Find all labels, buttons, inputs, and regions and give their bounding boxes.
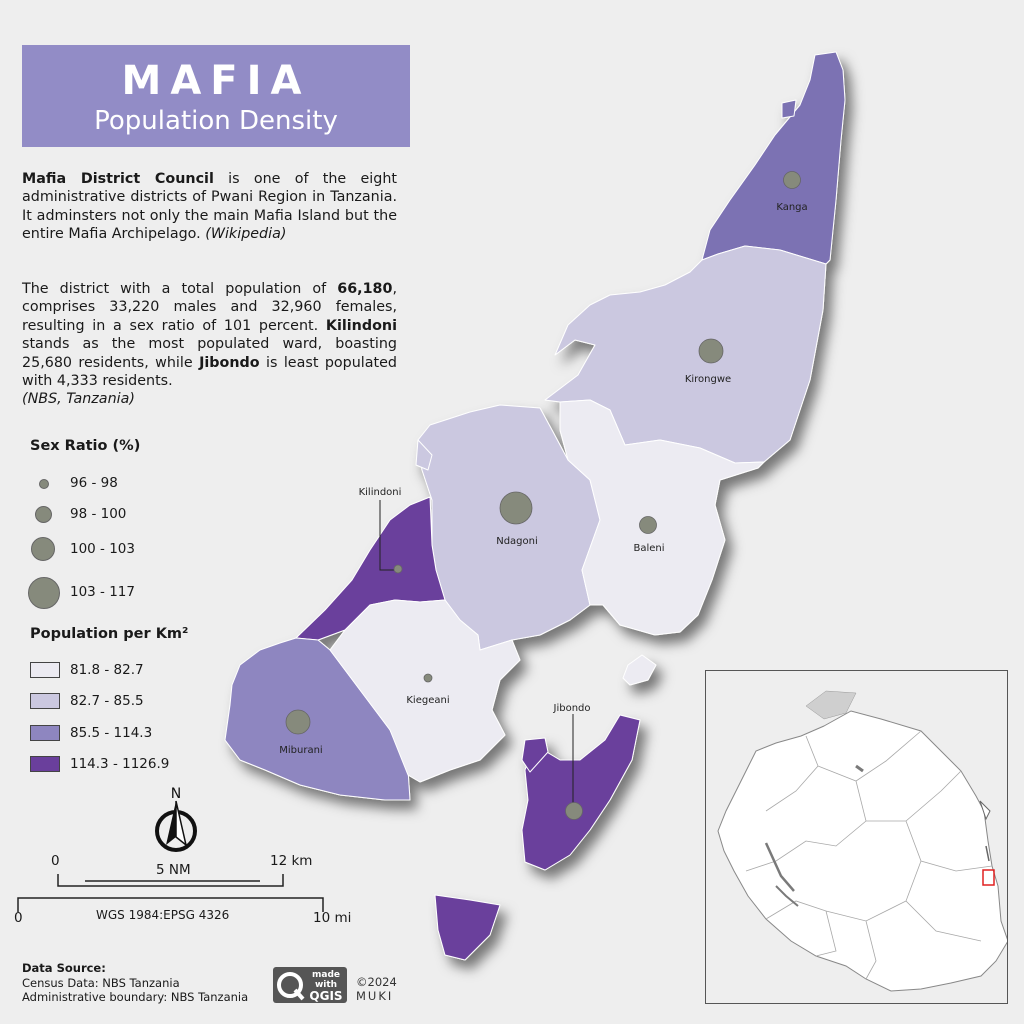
ward-baleni xyxy=(559,399,765,636)
pop-text-b: , comprises 33,220 males and 32,960 fema… xyxy=(22,281,397,334)
census-source: Census Data: NBS Tanzania xyxy=(22,975,180,990)
sex-ratio-symbol-3 xyxy=(31,537,55,561)
ward-label-kilindoni: Kilindoni xyxy=(359,487,402,498)
credit-author: MUKI xyxy=(356,989,394,1003)
sex-ratio-label-3: 100 - 103 xyxy=(70,541,135,557)
ward-label-kanga: Kanga xyxy=(776,202,807,213)
ward-label-kirongwe: Kirongwe xyxy=(685,374,731,385)
sex-ratio-legend-title: Sex Ratio (%) xyxy=(30,438,141,454)
map-title: MAFIA xyxy=(121,58,311,104)
tanzania-inset-map xyxy=(717,690,1009,992)
sex-ratio-label-2: 98 - 100 xyxy=(70,506,127,522)
ward-label-baleni: Baleni xyxy=(633,543,664,554)
scale-nm-label: 5 NM xyxy=(156,862,191,878)
scale-km-end: 12 km xyxy=(270,853,313,869)
density-swatch-4 xyxy=(30,756,60,772)
ward-jibondo xyxy=(521,714,641,871)
credit-block: ©2024 MUKI xyxy=(356,975,397,1003)
density-swatch-1 xyxy=(30,662,60,678)
intro-source: (Wikipedia) xyxy=(205,226,287,243)
sex-ratio-symbol-1 xyxy=(39,479,49,489)
sex-ratio-dot-baleni xyxy=(639,516,657,534)
intro-paragraph: Mafia District Council is one of the eig… xyxy=(22,170,397,244)
ward-label-miburani: Miburani xyxy=(279,745,322,756)
sex-ratio-dot-miburani xyxy=(285,709,311,735)
ward-kanga xyxy=(701,51,846,265)
population-paragraph: The district with a total population of … xyxy=(22,280,397,409)
title-banner: MAFIA Population Density xyxy=(22,45,410,147)
density-swatch-2 xyxy=(30,693,60,709)
ward-kiegeani xyxy=(329,599,521,783)
island-jibondo-north xyxy=(521,737,549,773)
sex-ratio-dot-ndagoni xyxy=(499,491,533,525)
pop-kilindoni: Kilindoni xyxy=(325,317,397,334)
density-label-1: 81.8 - 82.7 xyxy=(70,662,144,678)
sex-ratio-dot-kiegeani xyxy=(423,673,433,683)
pop-text-a: The district with a total population of xyxy=(22,281,338,297)
density-legend-title: Population per Km² xyxy=(30,626,189,642)
sex-ratio-dot-jibondo xyxy=(565,802,583,820)
density-label-2: 82.7 - 85.5 xyxy=(70,693,144,709)
sex-ratio-label-4: 103 - 117 xyxy=(70,584,135,600)
pop-text-d: is least populated with 4,333 residents. xyxy=(22,354,398,390)
made-with-qgis-badge: made with QGIS xyxy=(273,967,347,1003)
ward-label-kiegeani: Kiegeani xyxy=(406,695,449,706)
pop-text-c: stands as the most populated ward, boast… xyxy=(22,336,397,371)
intro-bold: Mafia District Council xyxy=(22,171,214,187)
ward-labels: Kanga Kirongwe Kilindoni Ndagoni Baleni Kiege… xyxy=(279,202,807,756)
scale-bar xyxy=(17,874,324,912)
islet-east xyxy=(622,654,657,686)
ward-label-ndagoni: Ndagoni xyxy=(496,536,538,547)
scale-mi-start: 0 xyxy=(14,910,23,926)
tanzania-outline xyxy=(717,710,1009,992)
crs-label: WGS 1984:EPSG 4326 xyxy=(96,908,230,922)
boundary-source: Administrative boundary: NBS Tanzania xyxy=(22,990,249,1004)
sex-ratio-dot-kilindoni xyxy=(393,564,403,574)
data-source-block: Data Source: Census Data: NBS Tanzania A… xyxy=(22,961,248,1005)
ward-ndagoni xyxy=(417,404,601,651)
density-label-4: 114.3 - 1126.9 xyxy=(70,756,170,772)
north-label: N xyxy=(171,786,181,802)
pop-source: (NBS, Tanzania) xyxy=(22,391,135,408)
island-south xyxy=(434,894,501,961)
inset-map-frame xyxy=(705,670,1009,1004)
density-label-3: 85.5 - 114.3 xyxy=(70,725,153,741)
pop-total: 66,180 xyxy=(337,281,393,297)
data-source-title: Data Source: xyxy=(22,961,106,975)
ward-label-jibondo: Jibondo xyxy=(553,703,591,714)
scale-km-start: 0 xyxy=(51,853,60,869)
pop-jibondo: Jibondo xyxy=(199,354,260,371)
inset-highlight-box xyxy=(982,869,995,886)
sex-ratio-symbol-2 xyxy=(35,506,52,523)
islet-north xyxy=(781,99,797,119)
sex-ratio-symbol-4 xyxy=(28,577,60,609)
scale-mi-end: 10 mi xyxy=(313,910,352,926)
sex-ratio-dots xyxy=(285,171,801,820)
islet-west xyxy=(415,439,433,471)
north-arrow-icon: N xyxy=(155,786,197,852)
sex-ratio-label-1: 96 - 98 xyxy=(70,475,118,491)
intro-text: is one of the eight administrative distr… xyxy=(22,171,397,243)
density-swatch-3 xyxy=(30,725,60,741)
sex-ratio-dot-kirongwe xyxy=(698,338,724,364)
badge-line-2: with xyxy=(315,980,337,990)
qgis-logo-icon: made with QGIS xyxy=(277,970,343,1003)
badge-line-3: QGIS xyxy=(309,989,342,1003)
credit-year: ©2024 xyxy=(356,975,397,989)
badge-line-1: made xyxy=(312,970,340,980)
sex-ratio-dot-kanga xyxy=(783,171,801,189)
map-subtitle: Population Density xyxy=(94,106,338,136)
